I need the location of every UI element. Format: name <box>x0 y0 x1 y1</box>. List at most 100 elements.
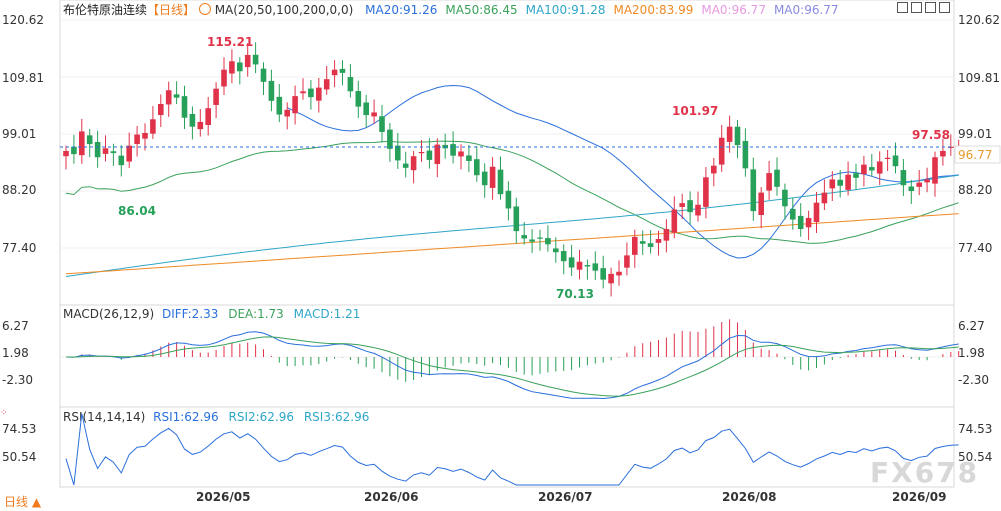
price-tick: 109.81 <box>2 71 44 85</box>
candle-body <box>308 88 314 98</box>
candle-body <box>521 235 527 239</box>
x-tick: 2026/08 <box>722 490 776 504</box>
panel-frames <box>59 0 955 488</box>
candle-body <box>932 157 938 184</box>
candle-body <box>545 238 551 245</box>
candle-body <box>782 189 788 207</box>
price-tick: 99.01 <box>958 127 992 141</box>
candle-body <box>181 96 188 118</box>
price-axis-right: 120.62 109.81 99.01 88.20 77.40 <box>958 13 1000 255</box>
candle-body <box>853 173 859 178</box>
candle-body <box>260 68 267 82</box>
candle-body <box>616 271 622 276</box>
ma-value: MA0:96.77 <box>701 3 766 17</box>
annotation-peak2: 101.97 <box>672 104 718 118</box>
grid <box>60 19 954 249</box>
ma200-line <box>65 213 959 275</box>
rsi-tick: 50.54 <box>2 450 36 464</box>
candle-body <box>252 54 259 65</box>
macd-dea-line <box>65 336 959 397</box>
macd-diff-line <box>65 331 959 400</box>
info-icon[interactable]: ⁘ <box>0 408 8 418</box>
candle-body <box>347 77 354 92</box>
candle-body <box>766 173 772 191</box>
candle-body <box>466 155 472 161</box>
candle-body <box>355 91 362 107</box>
candle-body <box>268 80 275 101</box>
candle-body <box>639 241 646 244</box>
candle-body <box>876 161 883 174</box>
candle-body <box>221 69 227 87</box>
ma-value: MA20:91.26 <box>365 3 438 17</box>
price-tick: 120.62 <box>2 13 44 27</box>
grid-icon[interactable] <box>897 2 908 13</box>
plus-icon[interactable] <box>925 2 936 13</box>
candle-body <box>173 94 180 98</box>
x-tick: 2026/05 <box>196 490 250 504</box>
candle-body <box>742 140 749 169</box>
macd-diff: DIFF:2.33 <box>161 307 219 321</box>
candle-body <box>774 169 780 187</box>
candle-body <box>821 192 828 204</box>
x-axis: 2026/05 2026/06 2026/07 2026/08 2026/09 <box>196 490 946 504</box>
candle-body <box>624 255 630 268</box>
candle-body <box>560 251 567 262</box>
candle-body <box>758 192 764 216</box>
candle-body <box>647 243 654 247</box>
candle-body <box>395 145 401 161</box>
minus-icon[interactable] <box>911 2 922 13</box>
candle-body <box>458 151 464 157</box>
candles <box>63 42 962 297</box>
candle-body <box>908 186 915 192</box>
candle-body <box>513 206 520 232</box>
rsi1-value: RSI1:62.96 <box>153 410 219 424</box>
candle-body <box>845 174 851 190</box>
candle-body <box>537 237 543 239</box>
candle-body <box>63 150 69 157</box>
macd-label: MACD(26,12,9) <box>63 307 155 321</box>
candle-body <box>703 177 709 207</box>
candle-body <box>94 141 101 158</box>
price-tick: 109.81 <box>958 71 1000 85</box>
x-tick: 2026/09 <box>892 490 946 504</box>
close-icon[interactable] <box>939 2 950 13</box>
annotation-high: 115.21 <box>207 35 253 49</box>
rsi3-value: RSI3:62.96 <box>303 410 370 424</box>
price-tick: 88.20 <box>958 183 992 197</box>
candle-body <box>189 113 196 127</box>
settings-icon[interactable] <box>198 3 211 15</box>
candle-body <box>165 90 172 105</box>
candle-body <box>426 150 433 160</box>
candle-body <box>331 69 338 76</box>
candle-body <box>797 215 804 230</box>
candle-body <box>829 179 836 189</box>
candle-body <box>924 179 930 183</box>
candle-body <box>434 144 441 165</box>
candle-body <box>126 145 132 162</box>
price-tick: 99.01 <box>2 127 36 141</box>
candle-body <box>790 208 796 220</box>
macd-tick: 1.98 <box>2 346 29 360</box>
candle-body <box>679 203 685 207</box>
candle-body <box>300 91 306 94</box>
period-button[interactable]: 日线 ▲ <box>4 493 41 510</box>
candle-body <box>450 144 456 156</box>
candle-body <box>600 268 606 280</box>
ma20-line <box>286 84 959 259</box>
x-tick: 2026/07 <box>538 490 592 504</box>
candle-body <box>592 263 599 271</box>
candle-body <box>892 155 899 167</box>
candle-body <box>750 169 757 212</box>
price-annotations: 115.21 86.04 70.13 101.97 97.58 <box>118 35 950 301</box>
candle-body <box>292 96 298 114</box>
candle-body <box>379 116 385 132</box>
candle-body <box>71 146 77 155</box>
annotation-latest-high: 97.58 <box>912 128 950 142</box>
candle-body <box>276 96 283 115</box>
candle-body <box>529 239 535 242</box>
candle-body <box>142 132 148 139</box>
candle-body <box>568 257 575 268</box>
last-price-box <box>954 145 1001 164</box>
candle-body <box>553 248 559 253</box>
